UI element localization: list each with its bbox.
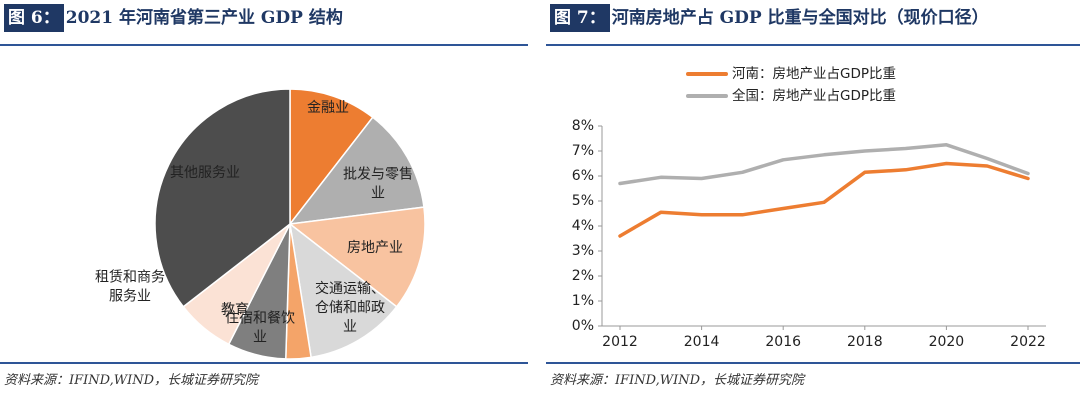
y-tick-label: 0% bbox=[572, 318, 594, 334]
y-tick-label: 4% bbox=[572, 218, 594, 234]
pie-slice-label: 交通运输、 bbox=[315, 280, 385, 297]
pie-slice-label: 教育 bbox=[221, 302, 249, 318]
figure-6-source: 资料来源：IFIND,WIND，长城证券研究院 bbox=[4, 373, 259, 388]
figure-6-panel: 图 6： 2021 年河南省第三产业 GDP 结构 金融业 批发与零售业房地产业 交通… bbox=[0, 0, 528, 403]
pie-slice-label: 业 bbox=[253, 330, 267, 346]
line-chart: 0% 1% 2% 3% 4% 5% 6% 7% 8% 2012 2014 2016 2018 2020 20… bbox=[572, 66, 1046, 350]
figure-7-source: 资料来源：IFIND,WIND，长城证券研究院 bbox=[550, 373, 805, 388]
figure-6-caption: 2021 年河南省第三产业 GDP 结构 bbox=[65, 8, 343, 28]
pie-slice-label: 租赁和商务 bbox=[95, 270, 165, 286]
x-tick-label: 2018 bbox=[847, 334, 883, 350]
y-tick-label: 6% bbox=[572, 168, 594, 184]
figure-7-title: 图 7： 河南房地产占 GDP 比重与全国对比（现价口径） bbox=[550, 4, 989, 32]
x-tick-label: 2022 bbox=[1010, 334, 1046, 350]
pie-slice-label: 其他服务业 bbox=[170, 165, 240, 181]
pie-slice-label: 批发与零售 bbox=[343, 167, 413, 183]
figure-7-panel: 图 7： 河南房地产占 GDP 比重与全国对比（现价口径） 0% 1% 2% 3% 4% 5… bbox=[546, 0, 1080, 403]
pie-slice-label: 服务业 bbox=[109, 289, 151, 305]
legend-label: 全国：房地产业占GDP比重 bbox=[732, 87, 896, 104]
pie-slice bbox=[289, 88, 374, 227]
y-tick-label: 2% bbox=[572, 268, 594, 284]
pie-slice-label: 金融业 bbox=[307, 100, 349, 116]
pie-slice-label: 房地产业 bbox=[347, 240, 403, 256]
x-tick-label: 2012 bbox=[602, 334, 638, 350]
pie-slice-label: 仓储和邮政 bbox=[315, 300, 385, 316]
figure-7-caption: 河南房地产占 GDP 比重与全国对比（现价口径） bbox=[611, 8, 989, 28]
pie-slice bbox=[288, 222, 398, 359]
pie-slice bbox=[288, 116, 425, 225]
legend-label: 河南：房地产业占GDP比重 bbox=[732, 66, 896, 82]
pie-slice-label: 住宿和餐饮 bbox=[225, 310, 295, 327]
figure-6-label: 图 6： bbox=[4, 4, 64, 32]
pie-slice-label: 业 bbox=[371, 186, 385, 202]
y-tick-label: 3% bbox=[572, 243, 594, 259]
pie-slice bbox=[288, 206, 426, 308]
pie-slice bbox=[154, 88, 291, 308]
y-tick-label: 7% bbox=[572, 143, 594, 159]
y-tick-label: 1% bbox=[572, 293, 594, 309]
series-line bbox=[618, 161, 1030, 238]
pie-chart: 金融业批发与零售业房地产业交通运输、仓储和邮政业住宿和餐饮业教育租赁和商务服务业… bbox=[95, 88, 426, 360]
x-tick-label: 2020 bbox=[929, 334, 965, 350]
bottom-divider bbox=[0, 362, 528, 364]
figure-7-label: 图 7： bbox=[550, 4, 610, 32]
x-tick-label: 2016 bbox=[765, 334, 801, 350]
series-line bbox=[618, 143, 1030, 186]
figure-6-title: 图 6： 2021 年河南省第三产业 GDP 结构 bbox=[4, 4, 343, 32]
pie-slice-label: 业 bbox=[343, 319, 357, 335]
bottom-divider bbox=[546, 362, 1080, 364]
y-tick-label: 8% bbox=[572, 118, 594, 134]
x-tick-label: 2014 bbox=[684, 334, 720, 350]
top-divider bbox=[0, 44, 528, 46]
y-tick-label: 5% bbox=[572, 193, 594, 209]
top-divider bbox=[546, 44, 1080, 46]
